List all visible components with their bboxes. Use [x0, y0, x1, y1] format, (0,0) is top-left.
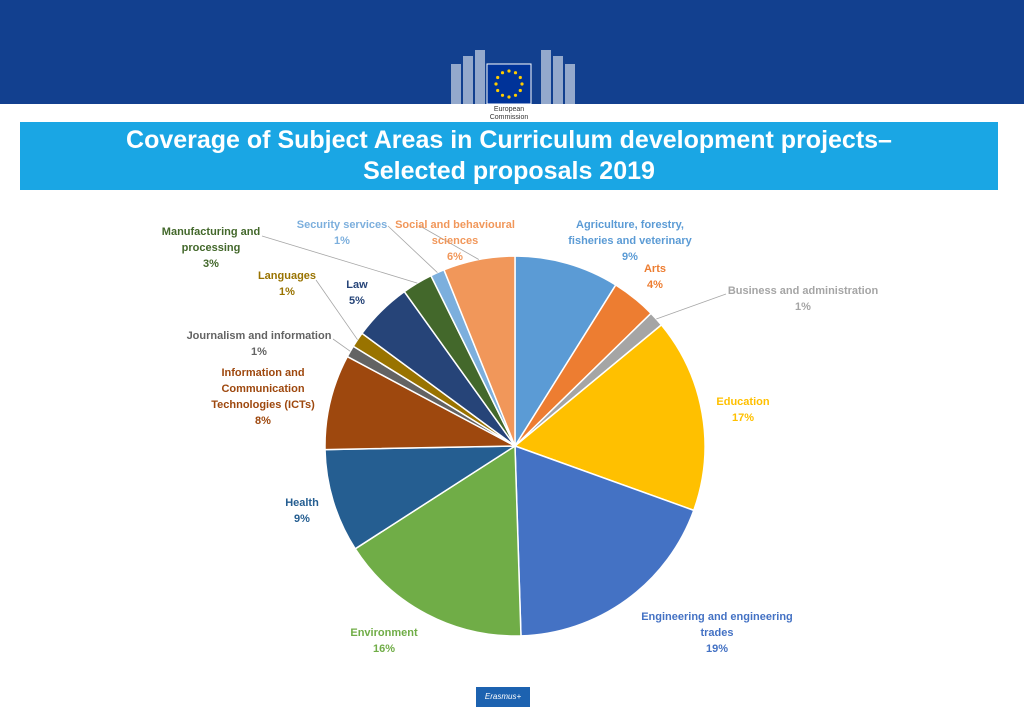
slice-label: Law 5% [346, 279, 368, 307]
slice-value-label: 1% [795, 301, 811, 313]
leader-line [315, 279, 358, 340]
slice-category-label: Education [716, 396, 769, 408]
slice-label: Security services 1% [297, 219, 388, 247]
slice-category-label: Communication [221, 383, 304, 395]
eu-star-icon [500, 71, 505, 75]
slice-category-label: trades [700, 627, 733, 639]
slice-label: Arts 4% [644, 263, 666, 291]
slice-label: Agriculture, forestry, fisheries and vete… [568, 219, 692, 263]
logo-text-line2: Commission [489, 114, 529, 121]
slice-value-label: 16% [373, 643, 395, 655]
pie-slice-social-and-behavioural-sciences [442, 255, 516, 447]
pie-slice-information-and-communication-technologies-icts [324, 355, 518, 451]
european-commission-logo [451, 50, 575, 105]
leader-line [332, 338, 351, 352]
logo-text-line1: European [493, 106, 525, 113]
erasmus-plus-logo: Erasmus+ [476, 687, 530, 707]
eu-star-icon [513, 93, 518, 97]
slice-category-label: Languages [258, 270, 316, 282]
slice-label: Education 17% [716, 396, 769, 424]
slice-value-label: 9% [294, 513, 310, 525]
slice-label: Engineering and engineering trades 19% [641, 611, 793, 655]
leader-line [419, 225, 479, 260]
slice-category-label: Agriculture, forestry, [576, 219, 684, 231]
slice-label: Business and administration 1% [728, 285, 879, 313]
slice-label: Journalism and information 1% [187, 330, 332, 358]
pie-slice-education [513, 323, 706, 512]
slice-category-label: Technologies (ICTs) [211, 399, 315, 411]
slice-category-label: Information and [221, 367, 304, 379]
eu-star-icon [494, 82, 498, 86]
footer-logo-text: Erasmus+ [484, 692, 522, 701]
slice-label: Languages 1% [258, 270, 316, 298]
leader-line [387, 225, 438, 273]
slice-value-label: 19% [706, 643, 728, 655]
slice-value-label: 17% [732, 412, 754, 424]
page-title-line1: Coverage of Subject Areas in Curriculum … [126, 126, 892, 154]
slice-category-label: Arts [644, 263, 666, 275]
slice-category-label: processing [182, 242, 241, 254]
pie-slice-environment [354, 444, 522, 637]
slice-category-label: Security services [297, 219, 388, 231]
slice-category-label: fisheries and veterinary [568, 235, 692, 247]
eu-star-icon [513, 71, 518, 75]
slice-value-label: 8% [255, 415, 271, 427]
slice-category-label: Health [285, 497, 319, 509]
slice-value-label: 1% [334, 235, 350, 247]
pie-slice-health [324, 445, 518, 550]
slice-category-label: Engineering and engineering [641, 611, 793, 623]
slice-label: Information and Communication Technologies… [211, 367, 315, 427]
eu-star-icon [496, 88, 500, 93]
eu-star-icon [520, 82, 524, 86]
slice-category-label: sciences [432, 235, 478, 247]
leader-line [656, 293, 727, 320]
slice-category-label: Law [346, 279, 368, 291]
pie-slice-engineering-and-engineering-trades [514, 444, 695, 637]
eu-star-icon [518, 88, 522, 93]
slice-value-label: 5% [349, 295, 365, 307]
title-bar: Coverage of Subject Areas in Curriculum … [20, 122, 998, 190]
slice-label: Environment 16% [350, 627, 418, 655]
slice-value-label: 4% [647, 279, 663, 291]
eu-star-icon [507, 69, 511, 73]
pie-slice-agriculture-forestry-fisheries-and-veterinary [514, 255, 617, 449]
slice-value-label: 1% [251, 346, 267, 358]
eu-star-icon [507, 95, 511, 99]
slice-label: Health 9% [285, 497, 319, 525]
eu-star-icon [500, 93, 505, 97]
page-title-line2: Selected proposals 2019 [363, 157, 655, 185]
eu-star-icon [518, 75, 522, 80]
slice-value-label: 9% [622, 251, 638, 263]
slice-category-label: Environment [350, 627, 418, 639]
slice-category-label: Manufacturing and [162, 226, 260, 238]
slice-value-label: 6% [447, 251, 463, 263]
leader-line [261, 235, 418, 284]
slice-category-label: Business and administration [728, 285, 879, 297]
slice-value-label: 3% [203, 258, 219, 270]
logo-text: European Commission [479, 106, 539, 122]
slice-label: Social and behavioural sciences 6% [395, 219, 515, 263]
slice-category-label: Social and behavioural [395, 219, 515, 231]
slice-category-label: Journalism and information [187, 330, 332, 342]
eu-star-icon [496, 75, 500, 80]
slice-label: Manufacturing and processing 3% [162, 226, 260, 270]
slice-value-label: 1% [279, 286, 295, 298]
